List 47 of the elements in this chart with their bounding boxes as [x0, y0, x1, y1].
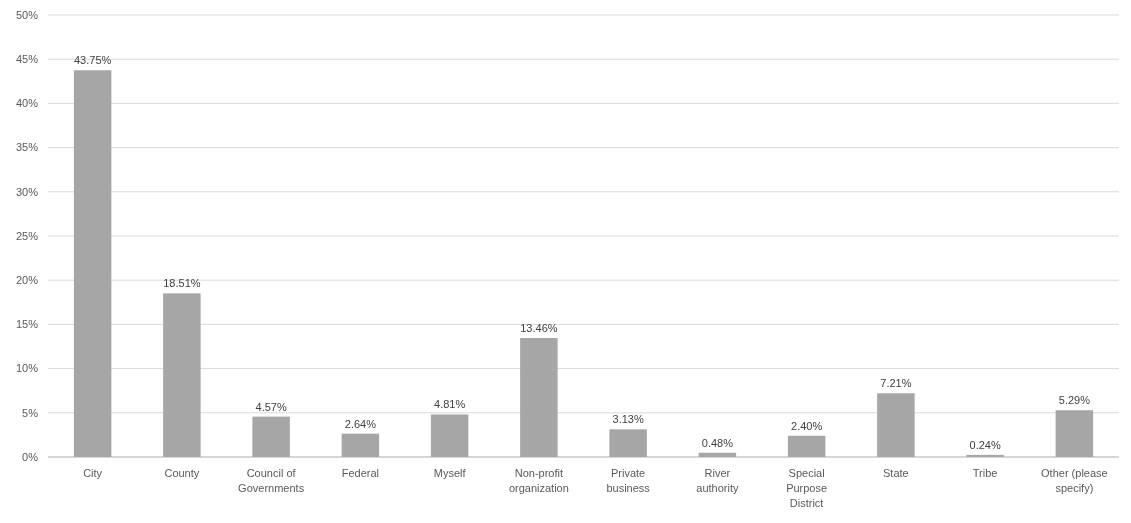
x-tick-label: Myself — [433, 467, 467, 479]
data-label: 18.51% — [163, 277, 201, 290]
x-tick-label: Other (please specify) — [1041, 467, 1108, 494]
bar — [698, 452, 737, 457]
bar — [520, 338, 558, 457]
x-tick-label: Federal — [341, 467, 380, 479]
data-label: 0.24% — [969, 438, 1001, 451]
y-tick-label: 30% — [15, 185, 39, 198]
x-tick-label: State — [883, 467, 909, 479]
bar — [877, 393, 915, 457]
y-tick-label: 40% — [15, 97, 39, 110]
data-label: 5.29% — [1058, 394, 1091, 407]
y-tick-label: 20% — [15, 274, 39, 287]
bar — [787, 435, 826, 457]
y-tick-label: 15% — [15, 318, 39, 331]
bar — [966, 454, 1004, 457]
bar — [609, 429, 647, 457]
bar — [252, 416, 290, 457]
bar — [73, 70, 112, 457]
data-label: 3.13% — [612, 413, 644, 426]
y-tick-label: 0% — [22, 450, 39, 463]
x-tick-label: Special Purpose District — [786, 467, 828, 509]
data-label: 4.81% — [434, 398, 466, 411]
bar — [1055, 410, 1094, 457]
data-label: 2.64% — [344, 417, 377, 430]
data-label: 2.40% — [791, 419, 823, 432]
x-tick-label: Non-profit organization — [508, 467, 569, 494]
x-tick-label: Private business — [606, 467, 651, 494]
bar — [430, 414, 469, 457]
y-tick-label: 5% — [22, 406, 39, 419]
data-label: 0.48% — [701, 436, 734, 449]
y-tick-label: 45% — [15, 53, 39, 66]
data-label: 4.57% — [255, 400, 287, 413]
x-tick-label: City — [83, 467, 103, 479]
data-label: 43.75% — [73, 54, 112, 67]
bar — [341, 433, 380, 457]
y-tick-label: 10% — [15, 362, 39, 375]
x-tick-label: River authority — [696, 467, 739, 494]
bar — [163, 293, 201, 457]
y-tick-label: 25% — [15, 229, 39, 242]
x-tick-label: Tribe — [972, 467, 998, 479]
x-tick-label: Council of Governments — [238, 467, 305, 494]
data-label: 13.46% — [520, 322, 558, 335]
data-label: 7.21% — [880, 377, 912, 390]
y-tick-label: 50% — [15, 8, 39, 21]
y-tick-label: 35% — [15, 141, 39, 154]
x-tick-label: County — [164, 467, 200, 479]
